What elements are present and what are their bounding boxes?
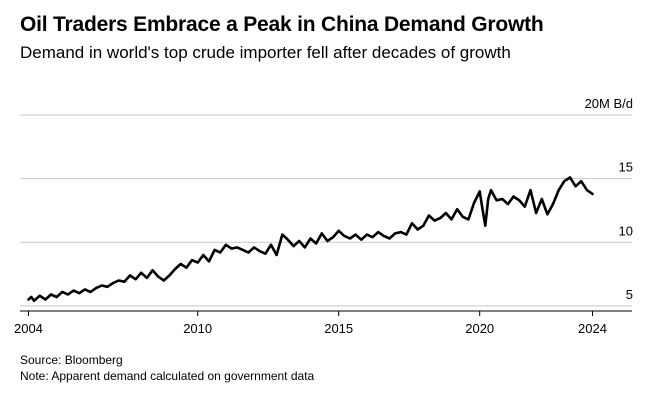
gridlines	[20, 114, 632, 307]
x-tick-label: 2004	[14, 321, 43, 336]
y-tick-label: 20M B/d	[585, 96, 633, 111]
chart-subtitle: Demand in world's top crude importer fel…	[20, 43, 511, 62]
x-tick-label: 2024	[578, 321, 607, 336]
source-note: Source: Bloomberg	[20, 353, 123, 367]
y-tick-label: 5	[626, 287, 633, 302]
x-tick-label: 2020	[465, 321, 494, 336]
series-line-1	[27, 176, 594, 303]
x-tick-label: 2015	[324, 321, 353, 336]
footnote: Note: Apparent demand calculated on gove…	[20, 369, 315, 383]
y-tick-label: 15	[619, 160, 633, 175]
y-axis-labels: 5 10 15 20M B/d	[585, 96, 633, 302]
series-group	[27, 176, 594, 303]
x-axis: 2004 2010 2015 2020 2024	[14, 311, 607, 336]
y-tick-label: 10	[619, 223, 633, 238]
chart-title: Oil Traders Embrace a Peak in China Dema…	[20, 13, 544, 36]
x-tick-label: 2010	[183, 321, 212, 336]
